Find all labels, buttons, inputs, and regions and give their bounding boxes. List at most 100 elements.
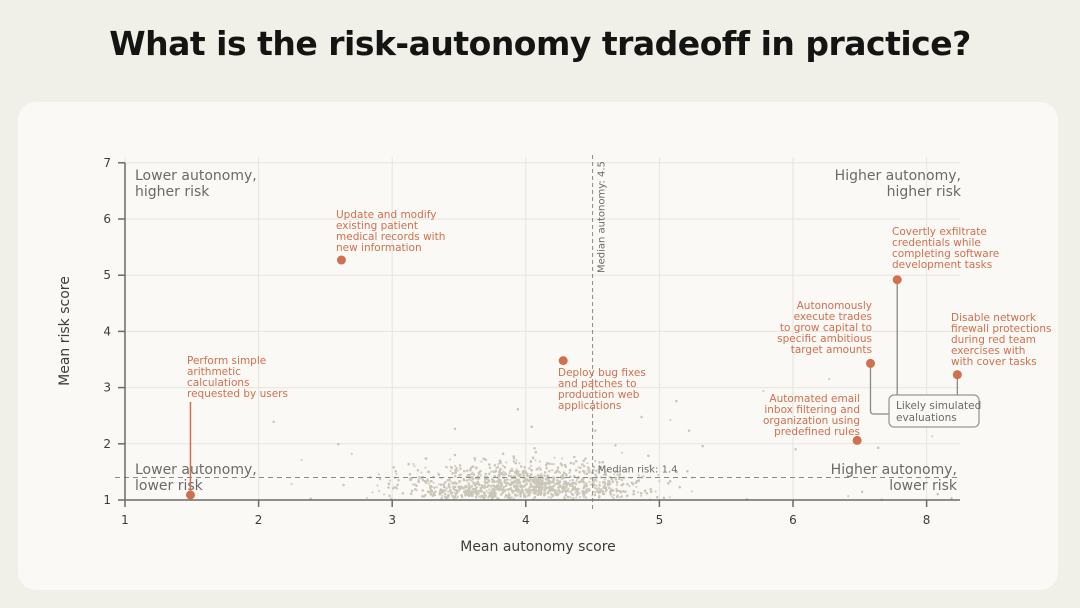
data-point [544, 475, 547, 478]
data-point [383, 493, 386, 496]
data-point [458, 479, 461, 482]
data-point [449, 480, 452, 483]
data-point [435, 486, 438, 489]
data-point [613, 493, 616, 496]
data-point [474, 459, 477, 462]
data-point [501, 464, 505, 467]
data-point [847, 495, 850, 498]
data-point [510, 495, 513, 498]
data-point [480, 460, 483, 463]
data-point [453, 491, 456, 494]
data-point [478, 495, 481, 498]
data-point [586, 462, 589, 465]
data-point [594, 459, 597, 463]
data-point [621, 451, 624, 454]
data-point [453, 464, 457, 467]
data-point [657, 473, 660, 477]
data-point [527, 492, 530, 495]
data-point [762, 390, 765, 393]
data-point [571, 484, 575, 487]
data-point [553, 456, 556, 459]
data-point [479, 474, 482, 477]
data-point [595, 479, 598, 482]
data-point [617, 489, 620, 492]
data-point [550, 496, 553, 499]
data-point [490, 470, 493, 473]
data-point [569, 496, 572, 499]
data-point [547, 496, 550, 499]
data-point [612, 497, 615, 500]
page-title: What is the risk-autonomy tradeoff in pr… [109, 24, 971, 63]
data-point [510, 474, 513, 477]
data-point [502, 470, 505, 473]
data-point [550, 463, 554, 466]
data-point [609, 483, 612, 486]
data-point [432, 481, 435, 484]
data-point [582, 495, 585, 498]
data-point [618, 496, 621, 499]
data-point [561, 457, 564, 460]
data-point [376, 484, 379, 487]
data-point [490, 489, 493, 492]
data-point [606, 469, 609, 472]
data-point [469, 479, 473, 482]
data-point [558, 470, 561, 473]
data-point [420, 471, 423, 474]
data-point [447, 490, 450, 493]
data-point [426, 477, 429, 481]
data-point [640, 494, 643, 497]
data-point [917, 482, 920, 485]
data-point [654, 490, 657, 493]
data-point [628, 485, 631, 488]
data-point [388, 479, 392, 482]
data-point [515, 459, 518, 462]
data-point [931, 435, 934, 438]
data-point [518, 478, 521, 481]
data-point [616, 473, 619, 476]
data-point [594, 469, 598, 473]
data-point [456, 469, 459, 472]
data-point [512, 460, 515, 463]
data-point [411, 483, 414, 486]
data-point [538, 460, 541, 463]
data-point [534, 488, 538, 491]
data-point [515, 468, 518, 471]
data-point [552, 463, 555, 466]
data-point [497, 462, 500, 466]
data-point [417, 478, 420, 481]
data-point [437, 483, 440, 486]
data-point [504, 496, 507, 499]
data-point [690, 490, 693, 493]
data-point [448, 458, 452, 461]
data-point [485, 489, 488, 492]
data-point [611, 495, 614, 498]
data-point [412, 463, 415, 466]
data-point [828, 377, 831, 381]
data-point [571, 478, 574, 482]
data-point [669, 418, 672, 422]
data-point [526, 495, 529, 498]
data-point [427, 482, 430, 485]
data-point [618, 466, 622, 469]
data-point [487, 491, 490, 494]
data-point [589, 483, 592, 486]
data-point [575, 480, 578, 483]
data-point [573, 391, 576, 394]
data-point [510, 467, 513, 470]
data-point [568, 479, 572, 482]
data-point [544, 491, 547, 494]
data-point [350, 452, 353, 455]
data-point [551, 469, 554, 472]
data-point [488, 488, 491, 491]
data-point [598, 481, 601, 484]
data-point [530, 464, 533, 467]
data-point [668, 496, 671, 499]
data-point [553, 493, 556, 496]
data-point [535, 493, 538, 496]
data-point [536, 477, 539, 480]
data-point [371, 491, 374, 494]
data-point [593, 490, 596, 493]
data-point [595, 484, 598, 487]
data-point [366, 496, 369, 499]
data-point [413, 465, 416, 468]
